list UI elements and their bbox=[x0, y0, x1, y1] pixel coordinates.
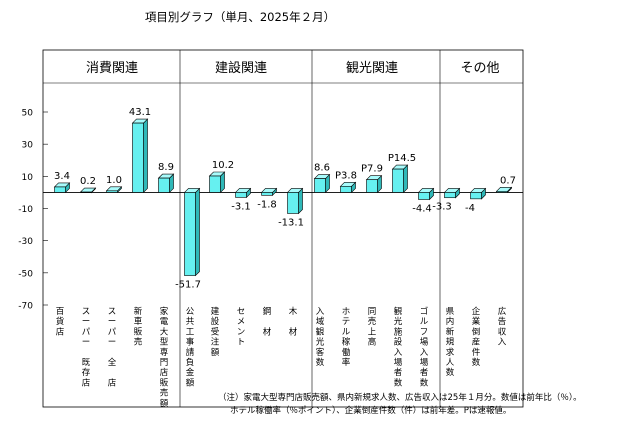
bar-front bbox=[261, 192, 273, 196]
group-headers: 消費関連 建設関連 観光関連 その他 bbox=[86, 60, 500, 76]
y-axis: 50 30 10 -10 -30 -50 -70 bbox=[18, 109, 48, 312]
x-tick-label: 公共工事請負金額 bbox=[186, 307, 195, 388]
bar bbox=[417, 187, 435, 201]
value-label: -3.1 bbox=[231, 201, 251, 212]
bar bbox=[208, 171, 226, 194]
bar-front bbox=[366, 179, 378, 193]
bar bbox=[469, 187, 487, 200]
bar bbox=[234, 187, 252, 199]
bar-front bbox=[158, 177, 170, 193]
bar bbox=[443, 187, 461, 199]
value-label: -4.4 bbox=[412, 203, 432, 214]
frame-border bbox=[42, 49, 524, 408]
bar-front bbox=[235, 192, 247, 198]
bar-front bbox=[106, 190, 118, 193]
bar-front bbox=[340, 186, 352, 193]
value-label: 1.0 bbox=[106, 175, 122, 186]
bar-front bbox=[54, 186, 66, 193]
bar-front bbox=[418, 192, 430, 200]
value-label: 0.2 bbox=[80, 176, 96, 187]
bar bbox=[183, 187, 201, 277]
bar bbox=[131, 118, 149, 194]
value-label: 3.4 bbox=[54, 171, 70, 182]
x-tick-label: ゴルフ場入場者数 bbox=[420, 306, 429, 388]
value-label: P7.9 bbox=[361, 164, 383, 175]
y-tick-label: 50 bbox=[22, 109, 34, 119]
value-label: -4 bbox=[465, 203, 475, 214]
y-tick-label: 30 bbox=[22, 141, 34, 151]
value-label: 0.7 bbox=[500, 175, 516, 186]
x-tick-label: 広告収入 bbox=[498, 306, 507, 348]
bar-front bbox=[392, 168, 404, 193]
x-tick-label: スーパー 全 店 bbox=[108, 307, 117, 388]
value-label: P14.5 bbox=[388, 153, 416, 164]
value-labels: 3.4 0.2 1.0 43.1 8.9 -51.7 10.2 -3.1 -1.8-13.1 8.… bbox=[54, 107, 516, 290]
group-header: 観光関連 bbox=[346, 61, 398, 76]
x-tick-label: 建設受注額 bbox=[211, 306, 220, 358]
x-tick-label: 観光施設入場者数 bbox=[394, 306, 403, 388]
bar-front bbox=[80, 191, 92, 193]
bar bbox=[339, 181, 357, 194]
bar bbox=[495, 186, 513, 194]
x-tick-label: 家電大型専門店販売額 bbox=[160, 306, 169, 409]
x-tick-label: 木 材 bbox=[289, 306, 298, 337]
y-tick-label: 10 bbox=[22, 173, 34, 183]
bar-front bbox=[470, 192, 482, 200]
bar bbox=[286, 187, 304, 215]
bar bbox=[260, 187, 278, 197]
x-tick-label: セメント bbox=[237, 307, 246, 348]
y-tick-label: -30 bbox=[18, 237, 33, 247]
value-label: 10.2 bbox=[212, 160, 234, 171]
bar-front bbox=[314, 178, 326, 193]
bar-front bbox=[496, 190, 508, 193]
x-tick-label: 企業倒産件数 bbox=[472, 306, 481, 368]
note-line: （注）家電大型専門店販売額、県内新規求人数、広告収入は25年１月分。数値は前年比… bbox=[218, 392, 582, 403]
bar-front bbox=[184, 192, 196, 276]
chart-title: 項目別グラフ（単月、2025年２月） bbox=[145, 10, 335, 24]
bar bbox=[313, 173, 331, 194]
footnotes: （注）家電大型専門店販売額、県内新規求人数、広告収入は25年１月分。数値は前年比… bbox=[218, 392, 582, 416]
x-tick-label: 県内新規求人数 bbox=[446, 307, 455, 378]
bar-side bbox=[403, 164, 408, 194]
value-label: P3.8 bbox=[335, 170, 357, 181]
bar-front bbox=[287, 192, 299, 214]
note-line: ホテル稼働率（％ポイント）、企業倒産件数（件）は前年差。Pは速報値。 bbox=[230, 405, 511, 416]
value-label: 8.9 bbox=[158, 162, 174, 173]
bar bbox=[79, 187, 97, 194]
x-tick-label: 同売上高 bbox=[368, 307, 377, 348]
x-tick-label: 入域観光客数 bbox=[316, 307, 325, 368]
x-tick-label: 鋼 材 bbox=[263, 306, 272, 337]
bar bbox=[105, 186, 123, 194]
bar bbox=[391, 164, 409, 194]
bar-side bbox=[143, 118, 148, 194]
x-tick-label: 新車販売 bbox=[134, 306, 143, 348]
bar bbox=[53, 182, 71, 194]
bars bbox=[53, 118, 513, 277]
bar bbox=[157, 173, 175, 194]
group-header: 建設関連 bbox=[215, 60, 267, 76]
bar-front bbox=[209, 175, 221, 193]
x-tick-label: ホテル稼働率 bbox=[342, 307, 351, 368]
y-tick-label: -70 bbox=[18, 302, 33, 312]
group-header: 消費関連 bbox=[86, 61, 138, 76]
x-tick-label: 百貨店 bbox=[56, 307, 65, 337]
value-label: -3.3 bbox=[432, 202, 452, 213]
value-label: 8.6 bbox=[314, 163, 330, 174]
plot-frame bbox=[42, 49, 524, 408]
y-tick-label: -50 bbox=[18, 269, 33, 279]
bar bbox=[365, 174, 383, 194]
value-label: 43.1 bbox=[129, 107, 151, 118]
group-header: その他 bbox=[460, 61, 499, 76]
value-label: -1.8 bbox=[257, 199, 277, 210]
x-tick-label: スーパー 既存店 bbox=[82, 307, 91, 388]
y-tick-label: -10 bbox=[18, 205, 33, 215]
value-label: -13.1 bbox=[278, 217, 304, 228]
bar-front bbox=[444, 192, 456, 199]
bar-front bbox=[132, 122, 144, 193]
x-tick-labels: 百貨店 スーパー 既存店 スーパー 全 店 新車販売 家電大型専門店販売額 公共工事請負金… bbox=[56, 306, 507, 409]
value-label: -51.7 bbox=[175, 280, 201, 291]
bar-side bbox=[195, 187, 200, 277]
bar-top bbox=[79, 187, 97, 193]
